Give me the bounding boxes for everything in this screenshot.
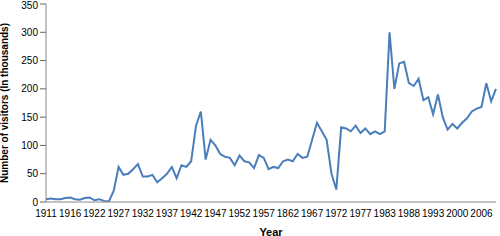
svg-text:200: 200 <box>21 83 38 94</box>
svg-text:1862: 1862 <box>277 208 300 219</box>
svg-text:1972: 1972 <box>325 208 348 219</box>
svg-text:1942: 1942 <box>180 208 203 219</box>
svg-text:1922: 1922 <box>83 208 106 219</box>
svg-text:50: 50 <box>27 168 39 179</box>
svg-text:1952: 1952 <box>228 208 251 219</box>
svg-text:150: 150 <box>21 112 38 123</box>
svg-text:1977: 1977 <box>349 208 372 219</box>
svg-text:2006: 2006 <box>470 208 492 219</box>
svg-text:250: 250 <box>21 55 38 66</box>
svg-text:350: 350 <box>21 0 38 11</box>
svg-text:1911: 1911 <box>35 208 57 219</box>
svg-text:100: 100 <box>21 140 38 151</box>
svg-text:1932: 1932 <box>132 208 155 219</box>
svg-text:1937: 1937 <box>156 208 179 219</box>
svg-text:1993: 1993 <box>422 208 445 219</box>
svg-text:Year: Year <box>259 226 283 236</box>
svg-text:1983: 1983 <box>374 208 397 219</box>
svg-text:2000: 2000 <box>446 208 469 219</box>
svg-text:1947: 1947 <box>204 208 227 219</box>
svg-text:1957: 1957 <box>253 208 276 219</box>
svg-text:1927: 1927 <box>107 208 130 219</box>
svg-text:300: 300 <box>21 27 38 38</box>
svg-text:0: 0 <box>32 197 38 208</box>
svg-text:Number of visitors (In thousan: Number of visitors (In thousands) <box>8 23 10 183</box>
svg-text:1916: 1916 <box>59 208 82 219</box>
svg-text:1988: 1988 <box>398 208 421 219</box>
svg-text:1967: 1967 <box>301 208 324 219</box>
